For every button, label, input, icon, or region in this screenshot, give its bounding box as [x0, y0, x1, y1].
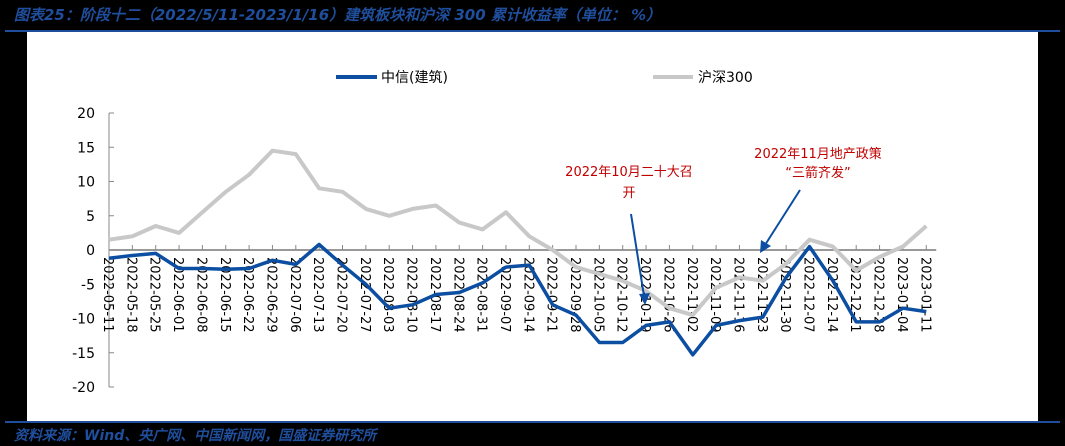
- y-tick-label: 15: [77, 140, 95, 156]
- arrow-congress: [630, 213, 645, 297]
- y-tick-label: -20: [72, 380, 95, 396]
- x-tick-label: 2022-05-25: [147, 257, 162, 333]
- x-tick-label: 2022-08-10: [404, 257, 419, 333]
- legend: 中信(建筑) 沪深300: [336, 70, 753, 86]
- series-hs300-line: [108, 148, 928, 318]
- annotation-congress-line2: 开: [622, 186, 635, 201]
- x-tick-label: 2022-06-29: [263, 257, 278, 333]
- x-tick-label: 2022-11-09: [707, 257, 722, 333]
- x-tick-label: 2022-06-08: [193, 257, 208, 333]
- x-tick-label: 2022-08-24: [450, 257, 465, 333]
- x-tick-label: 2022-07-27: [357, 257, 372, 333]
- x-tick-label: 2022-06-22: [240, 257, 255, 333]
- top-rule: [5, 30, 1060, 32]
- y-tick-label: 5: [86, 209, 95, 225]
- x-tick-label: 2022-10-05: [590, 257, 605, 333]
- x-tick-label: 2022-10-12: [614, 257, 629, 333]
- arrow-property: [764, 189, 801, 246]
- source-note: 资料来源：Wind、央广网、中国新闻网，国盛证券研究所: [14, 428, 377, 444]
- arrowhead-congress-icon: [639, 293, 650, 305]
- x-tick-label: 2022-07-13: [310, 257, 325, 333]
- x-tick-label: 2022-07-06: [287, 257, 302, 333]
- x-tick-label: 2022-11-02: [684, 257, 699, 333]
- x-tick-label: 2022-06-01: [170, 257, 185, 333]
- y-tick-label: 20: [77, 106, 95, 122]
- x-tick-label: 2022-06-15: [217, 257, 232, 333]
- arrowhead-property-icon: [760, 240, 771, 253]
- annotation-property-line2: “三箭齐发”: [785, 165, 850, 181]
- y-tick-label: 10: [77, 175, 95, 191]
- x-tick-label: 2022-09-21: [544, 257, 559, 333]
- x-tick-label: 2022-05-11: [100, 257, 115, 333]
- x-tick-label: 2023-01-11: [917, 257, 932, 333]
- x-tick-label: 2022-12-28: [871, 257, 886, 333]
- x-axis: 2022-05-11 2022-05-18 2022-05-25 2022-06-01…: [100, 245, 937, 333]
- x-tick-label: 2022-08-31: [474, 257, 489, 333]
- x-tick-label: 2022-07-20: [334, 257, 349, 333]
- x-tick-label: 2023-01-04: [894, 257, 909, 333]
- legend-label-hs300: 沪深300: [698, 70, 753, 86]
- y-axis: 20 15 10 5 0 -5 -10 -15 -20: [72, 106, 114, 396]
- x-tick-label: 2022-12-07: [801, 257, 816, 333]
- x-tick-label: 2022-11-23: [754, 257, 769, 333]
- x-tick-label: 2022-10-26: [660, 257, 675, 333]
- y-tick-label: -10: [72, 312, 95, 328]
- legend-label-construction: 中信(建筑): [381, 70, 448, 86]
- x-tick-label: 2022-09-07: [497, 257, 512, 333]
- bottom-rule: [5, 421, 1060, 423]
- x-tick-label: 2022-08-03: [380, 257, 395, 333]
- chart-panel: [27, 32, 1038, 421]
- x-tick-label: 2022-09-14: [520, 257, 535, 333]
- chart-title: 图表25：阶段十二（2022/5/11-2023/1/16）建筑板块和沪深 30…: [14, 6, 662, 24]
- y-tick-label: -5: [81, 277, 95, 293]
- series-construction-line: [108, 242, 927, 357]
- series-lines: [108, 148, 928, 357]
- x-tick-label: 2022-05-18: [123, 257, 138, 333]
- annotations: 2022年10月二十大召 开 2022年11月地产政策 “三箭齐发”: [565, 146, 882, 305]
- annotation-property-line1: 2022年11月地产政策: [754, 146, 882, 162]
- y-tick-label: 0: [86, 243, 95, 259]
- annotation-congress-line1: 2022年10月二十大召: [565, 165, 693, 180]
- y-tick-label: -15: [72, 346, 95, 362]
